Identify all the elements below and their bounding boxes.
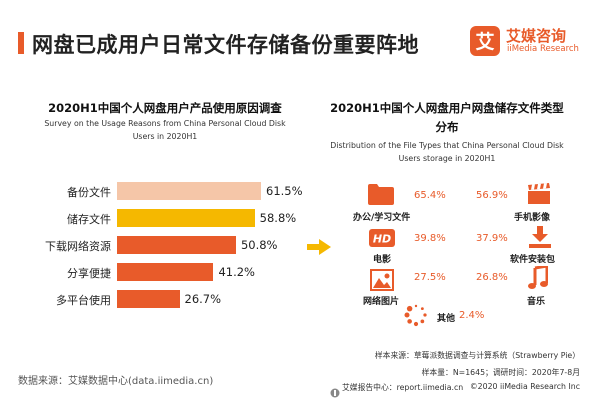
file-type-name-movie: 电影 — [373, 255, 392, 265]
file-type-name-software: 软件安装包 — [510, 255, 556, 265]
file-type-pct-web-image: 27.5% — [414, 272, 446, 283]
file-type-pct-music: 26.8% — [476, 272, 508, 283]
bar-value-label: 41.2% — [218, 265, 255, 279]
right-arrow-icon — [307, 239, 331, 259]
folder-icon — [368, 183, 394, 209]
file-type-name-phone-video: 手机影像 — [514, 213, 551, 223]
file-type-pct-office: 65.4% — [414, 190, 446, 201]
bar-category-label: 分享便捷 — [67, 267, 111, 280]
right-chart-subtitle-line2: Users storage in 2020H1 — [398, 154, 496, 163]
logo-char: 艾 — [475, 31, 494, 53]
file-type-name-other: 其他 — [437, 314, 456, 324]
bar-category-label: 储存文件 — [67, 213, 111, 226]
download-icon — [529, 226, 551, 252]
bar — [117, 209, 255, 227]
file-type-name-music: 音乐 — [527, 297, 546, 307]
report-icon — [330, 383, 340, 402]
right-chart-subtitle-line1: Distribution of the File Types that Chin… — [330, 141, 564, 150]
bar-value-label: 61.5% — [266, 184, 303, 198]
loading-dot — [414, 304, 418, 308]
bar-value-label: 58.8% — [259, 211, 297, 225]
page-title: 网盘已成用户日常文件存储备份重要阵地 — [32, 33, 419, 57]
copyright: ©2020 iiMedia Research Inc — [469, 382, 580, 391]
right-chart-title-line1: 2020H1中国个人网盘用户网盘储存文件类型 — [330, 101, 564, 115]
title-accent-bar — [18, 32, 24, 54]
bar-value-label: 50.8% — [240, 238, 278, 252]
bar-category-label: 备份文件 — [67, 186, 111, 199]
bar — [117, 236, 236, 254]
file-type-pct-other: 2.4% — [459, 310, 485, 321]
file-type-pct-phone-video: 56.9% — [476, 190, 508, 201]
bar — [117, 290, 180, 308]
loading-dot — [404, 312, 410, 318]
bar-category-label: 多平台使用 — [56, 294, 111, 307]
bar-value-label: 26.7% — [184, 292, 222, 306]
hd-icon: HD — [369, 229, 395, 251]
bar-category-label: 下载网络资源 — [45, 240, 111, 253]
bar — [117, 263, 214, 281]
bar — [117, 182, 261, 200]
logo-name-en: iiMedia Research — [507, 44, 579, 54]
left-chart-subtitle-line1: Survey on the Usage Reasons from China P… — [44, 119, 286, 128]
loading-dot — [413, 321, 419, 327]
loading-dot — [420, 307, 424, 311]
loading-dot — [406, 305, 413, 312]
data-source: 数据来源：艾媒数据中心(data.iimedia.cn) — [18, 376, 214, 387]
left-chart-title: 2020H1中国个人网盘用户产品使用原因调查 — [48, 101, 282, 115]
image-icon — [370, 269, 394, 295]
sample-source: 样本来源：草莓派数据调查与计算系统（Strawberry Pie） — [374, 351, 580, 360]
clapperboard-icon — [527, 183, 551, 209]
loading-dot — [420, 319, 425, 324]
sample-info: 样本量：N=1645；调研时间：2020年7-8月 — [421, 368, 580, 377]
report-site: 艾媒报告中心：report.iimedia.cn — [342, 383, 464, 392]
iimedia-logo-icon: 艾 — [470, 26, 500, 56]
footer-report-line: 艾媒报告中心：report.iimedia.cn ©2020 iiMedia R… — [330, 381, 580, 398]
loading-dot — [423, 313, 427, 317]
file-type-pct-software: 37.9% — [476, 233, 508, 244]
file-type-pct-movie: 39.8% — [414, 233, 446, 244]
file-type-name-office: 办公/学习文件 — [353, 213, 411, 223]
loading-dots-icon — [404, 303, 428, 331]
svg-text:HD: HD — [373, 233, 391, 246]
loading-dot — [407, 319, 412, 324]
left-chart-subtitle-line2: Users in 2020H1 — [132, 132, 198, 141]
file-type-name-web-image: 网络图片 — [363, 297, 400, 307]
usage-reasons-bar-chart: 备份文件 61.5% 储存文件 58.8% 下载网络资源 50.8% 分享便捷 41.2% 多平… — [45, 182, 303, 308]
music-note-icon — [528, 264, 549, 294]
logo-name-cn: 艾媒咨询 — [506, 27, 567, 45]
right-chart-title-line2: 分布 — [435, 120, 459, 134]
